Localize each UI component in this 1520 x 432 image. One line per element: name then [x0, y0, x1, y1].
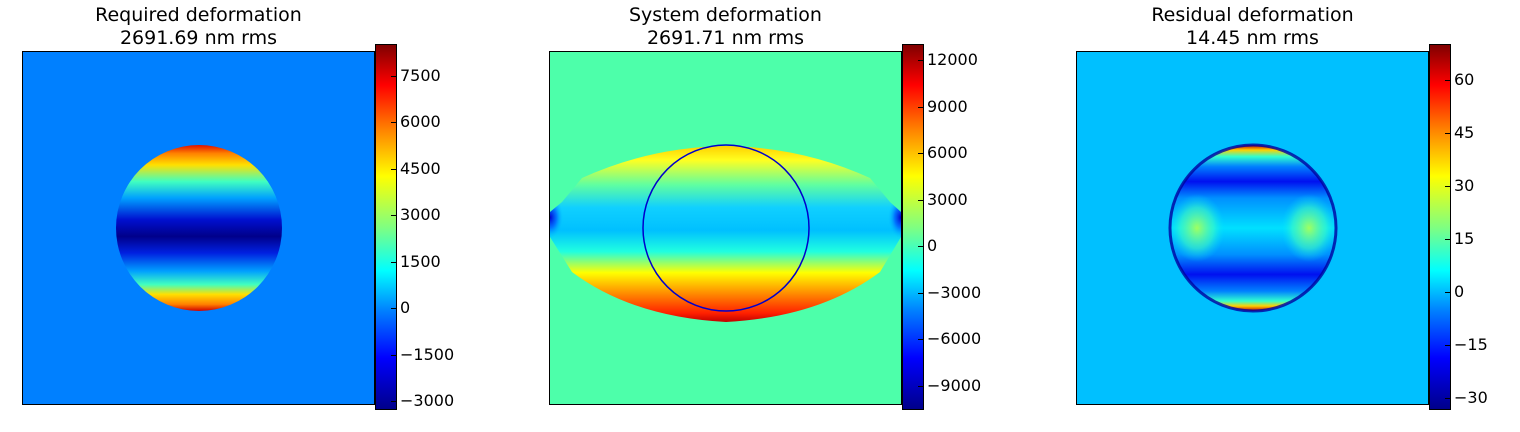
tick-label: 7500 [400, 65, 441, 85]
tick-mark [391, 354, 396, 356]
tick-label: 4500 [400, 158, 441, 178]
deformation-map [22, 51, 375, 405]
tick-label: −6000 [927, 329, 982, 349]
tick-mark [1445, 80, 1450, 82]
right-spot [1281, 194, 1337, 262]
tick-label: 15 [1454, 229, 1475, 249]
title-line-2: 14.45 nm rms [1186, 27, 1319, 49]
panel-residual: Residual deformation 14.45 nm rms [1054, 0, 1520, 432]
tick-mark [918, 199, 923, 201]
tick-mark [1445, 186, 1450, 188]
tick-label: 9000 [927, 96, 968, 116]
tick-mark [918, 292, 923, 294]
title-line-1: Required deformation [95, 4, 302, 26]
colorbar-ticks: 12000 9000 6000 3000 0 −3000 −6000 −9000 [918, 45, 1033, 409]
tick-label: 45 [1454, 123, 1475, 143]
tick-mark [1445, 345, 1450, 347]
panel-system: System deformation 2691.71 nm rms [527, 0, 1033, 432]
deformation-map [549, 51, 902, 405]
mirror-disk [116, 145, 282, 311]
panel-required: Required deformation 2691.69 nm rms [0, 0, 506, 432]
left-spot [1169, 194, 1225, 262]
tick-mark [391, 122, 396, 124]
tick-mark [918, 339, 923, 341]
colorbar [375, 44, 397, 410]
tick-label: 3000 [400, 205, 441, 225]
colorbar-ticks: 7500 6000 4500 3000 1500 0 −1500 −3000 [391, 45, 506, 411]
tick-mark [391, 261, 396, 263]
tick-mark [1445, 133, 1450, 135]
title-line-2: 2691.69 nm rms [119, 27, 278, 49]
tick-label: 0 [1454, 282, 1465, 302]
title-line-1: System deformation [629, 4, 822, 26]
tick-mark [918, 153, 923, 155]
tick-label: 1500 [400, 251, 441, 271]
colorbar [902, 44, 924, 410]
tick-mark [391, 168, 396, 170]
tick-mark [391, 75, 396, 77]
panel-title: Residual deformation 14.45 nm rms [1076, 4, 1429, 50]
tick-mark [391, 308, 396, 310]
panel-title: Required deformation 2691.69 nm rms [22, 4, 375, 50]
tick-label: 30 [1454, 176, 1475, 196]
tick-label: 12000 [927, 50, 978, 70]
tick-mark [1445, 292, 1450, 294]
left-lobe [550, 178, 610, 272]
tick-mark [918, 106, 923, 108]
tick-label: −9000 [927, 375, 982, 395]
tick-label: 0 [927, 236, 938, 256]
mirror-disk [1170, 145, 1336, 311]
tick-mark [918, 60, 923, 62]
tick-label: −3000 [400, 391, 455, 411]
tick-label: −30 [1454, 388, 1488, 408]
deformation-region [550, 146, 901, 322]
tick-label: 6000 [400, 112, 441, 132]
disk-rim [1168, 143, 1338, 313]
right-lobe [842, 178, 901, 272]
tick-label: 0 [400, 298, 411, 318]
tick-mark [1445, 398, 1450, 400]
tick-mark [1445, 239, 1450, 241]
tick-label: −1500 [400, 344, 455, 364]
tick-mark [391, 401, 396, 403]
tick-mark [918, 246, 923, 248]
aperture-circle [642, 144, 810, 312]
tick-label: −15 [1454, 335, 1488, 355]
colorbar [1429, 44, 1451, 410]
tick-label: 60 [1454, 70, 1475, 90]
title-line-1: Residual deformation [1151, 4, 1354, 26]
tick-label: −3000 [927, 282, 982, 302]
tick-label: 6000 [927, 143, 968, 163]
tick-mark [918, 385, 923, 387]
tick-label: 3000 [927, 189, 968, 209]
panel-title: System deformation 2691.71 nm rms [549, 4, 902, 50]
colorbar-ticks: 60 45 30 15 0 −15 −30 [1445, 45, 1520, 409]
deformation-map [1076, 51, 1429, 405]
title-line-2: 2691.71 nm rms [646, 27, 805, 49]
tick-mark [391, 215, 396, 217]
